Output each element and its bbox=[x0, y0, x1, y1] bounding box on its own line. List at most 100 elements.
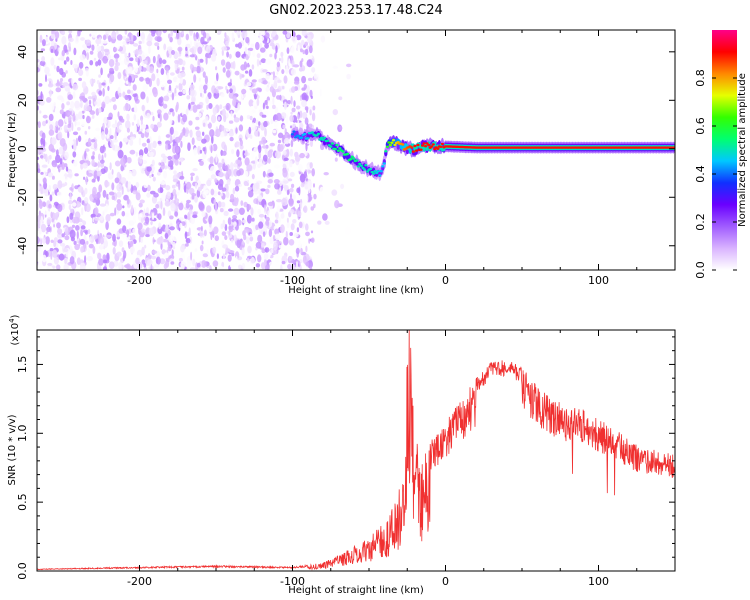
noise-blob bbox=[202, 253, 209, 258]
noise-blob bbox=[132, 185, 138, 193]
noise-blob bbox=[277, 79, 282, 84]
noise-blob bbox=[98, 107, 102, 114]
noise-blob bbox=[267, 184, 271, 188]
noise-blob bbox=[50, 57, 55, 66]
signal-cell bbox=[303, 132, 307, 136]
noise-blob bbox=[88, 243, 94, 249]
noise-blob bbox=[289, 171, 295, 177]
noise-blob bbox=[346, 73, 351, 80]
signal-cell bbox=[422, 142, 426, 145]
noise-blob bbox=[169, 108, 174, 113]
noise-blob bbox=[127, 66, 133, 74]
signal-cell bbox=[321, 138, 325, 141]
noise-blob bbox=[179, 222, 183, 229]
noise-blob bbox=[109, 67, 114, 72]
noise-blob bbox=[236, 31, 241, 35]
snr-y-tick-label: 1.5 bbox=[16, 356, 29, 374]
noise-blob bbox=[277, 139, 282, 144]
noise-blob bbox=[218, 171, 224, 178]
noise-blob bbox=[293, 31, 296, 38]
noise-blob bbox=[178, 202, 184, 211]
noise-blob bbox=[265, 188, 270, 195]
noise-blob bbox=[298, 67, 303, 72]
noise-blob bbox=[133, 114, 137, 121]
noise-blob bbox=[290, 111, 293, 115]
noise-blob bbox=[302, 49, 306, 55]
noise-blob bbox=[69, 192, 72, 201]
noise-blob bbox=[152, 140, 157, 149]
noise-blob bbox=[37, 168, 41, 174]
noise-blob bbox=[54, 124, 59, 134]
noise-blob bbox=[245, 149, 248, 157]
noise-blob bbox=[202, 71, 206, 78]
noise-blob bbox=[68, 30, 73, 34]
noise-blob bbox=[258, 221, 264, 229]
noise-blob bbox=[144, 244, 147, 249]
noise-blob bbox=[141, 54, 146, 61]
noise-blob bbox=[290, 193, 292, 200]
noise-blob bbox=[78, 61, 84, 69]
noise-blob bbox=[189, 187, 193, 195]
signal-cell bbox=[381, 165, 385, 168]
noise-blob bbox=[84, 150, 87, 160]
noise-blob bbox=[169, 119, 173, 125]
noise-blob bbox=[229, 136, 234, 142]
noise-blob bbox=[124, 94, 129, 100]
noise-blob bbox=[286, 189, 290, 196]
noise-blob bbox=[100, 67, 103, 76]
noise-blob bbox=[94, 101, 98, 105]
noise-blob bbox=[232, 187, 236, 195]
noise-blob bbox=[174, 59, 179, 64]
signal-cell bbox=[349, 158, 353, 161]
spectrogram-y-tick-label: 0 bbox=[16, 145, 29, 152]
noise-blob bbox=[151, 255, 157, 260]
signal-cell bbox=[378, 174, 382, 177]
noise-blob bbox=[91, 114, 95, 119]
noise-blob bbox=[172, 188, 177, 196]
snr-frame bbox=[36, 329, 676, 572]
signal-cell bbox=[329, 145, 333, 148]
noise-blob bbox=[140, 91, 146, 100]
noise-blob bbox=[37, 156, 40, 160]
noise-blob bbox=[265, 87, 270, 92]
signal-cell bbox=[368, 167, 373, 171]
noise-blob bbox=[212, 143, 218, 152]
noise-blob bbox=[231, 31, 235, 41]
noise-blob bbox=[191, 193, 197, 197]
noise-blob bbox=[224, 235, 228, 241]
noise-blob bbox=[114, 61, 121, 67]
noise-blob bbox=[90, 139, 96, 143]
noise-blob bbox=[164, 253, 169, 259]
noise-blob bbox=[97, 59, 102, 66]
noise-blob bbox=[93, 57, 97, 61]
noise-blob bbox=[300, 48, 303, 53]
noise-blob bbox=[282, 124, 286, 129]
noise-blob bbox=[42, 177, 47, 184]
colorbar-gradient bbox=[712, 30, 737, 270]
noise-blob bbox=[142, 83, 148, 92]
noise-blob bbox=[220, 125, 225, 132]
noise-blob bbox=[160, 68, 165, 75]
noise-blob bbox=[143, 263, 147, 268]
noise-blob bbox=[244, 47, 248, 52]
noise-blob bbox=[293, 100, 296, 108]
noise-blob bbox=[228, 114, 232, 121]
noise-blob bbox=[39, 174, 42, 180]
colorbar-ticks: 0.0 0.2 0.4 0.6 0.8 bbox=[694, 69, 737, 279]
noise-blob bbox=[85, 203, 91, 213]
noise-blob bbox=[131, 33, 134, 42]
noise-blob bbox=[188, 209, 193, 215]
noise-blob bbox=[39, 99, 45, 106]
noise-blob bbox=[264, 214, 267, 219]
noise-blob bbox=[305, 231, 310, 237]
noise-blob bbox=[192, 104, 198, 113]
noise-blob bbox=[307, 193, 313, 202]
noise-blob bbox=[132, 84, 137, 91]
noise-blob bbox=[99, 236, 104, 245]
noise-blob bbox=[229, 88, 233, 93]
noise-blob bbox=[148, 254, 153, 260]
noise-blob bbox=[37, 178, 40, 187]
noise-blob bbox=[289, 125, 293, 129]
noise-blob bbox=[159, 96, 164, 104]
noise-blob bbox=[157, 30, 162, 39]
